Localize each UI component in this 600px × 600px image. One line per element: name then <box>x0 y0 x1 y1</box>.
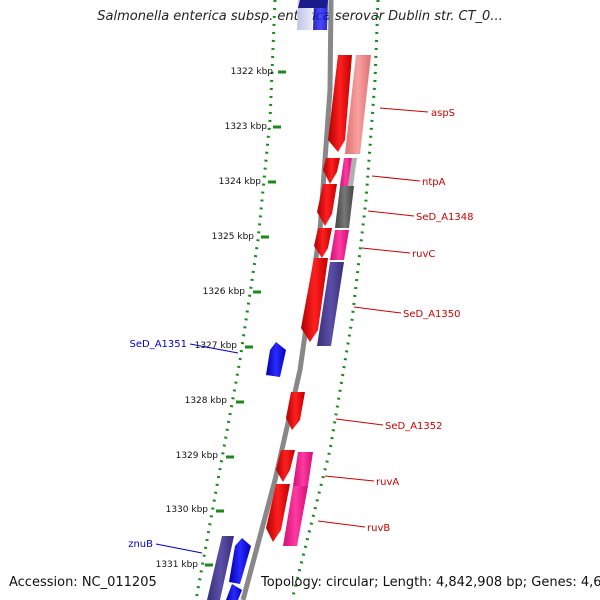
cog-ruvC <box>330 230 349 260</box>
cds-SeD_A1350 <box>301 258 328 342</box>
gene-label-znuB[interactable]: znuB <box>128 539 153 550</box>
cds-SeD_A1348 <box>317 184 337 226</box>
tick-marks <box>205 70 286 567</box>
tick-label: 1327 kbp <box>195 341 238 351</box>
cds-aspS <box>328 55 352 152</box>
cds-SeD_A1352 <box>286 392 305 430</box>
cog-SeD_A1350 <box>317 262 344 346</box>
tick-label: 1323 kbp <box>225 122 268 132</box>
tick-label: 1322 kbp <box>231 67 274 77</box>
cds-znuB-b <box>226 584 242 600</box>
tick-label: 1325 kbp <box>212 232 255 242</box>
accession-label: Accession: NC_011205 <box>9 575 157 590</box>
cds-SeD_A1351 <box>266 342 286 377</box>
cds-ruvC <box>314 228 332 258</box>
cog-ruvB <box>283 486 308 546</box>
cds-ruvA <box>276 450 295 482</box>
gene-label-SeD_A1348[interactable]: SeD_A1348 <box>416 212 474 223</box>
gene-label-ruvB[interactable]: ruvB <box>367 523 390 534</box>
gene-label-aspS[interactable]: aspS <box>431 108 455 119</box>
gene-label-ruvA[interactable]: ruvA <box>376 477 399 488</box>
cog-SeD_A1348 <box>335 186 354 228</box>
leader-znuB <box>155 543 203 554</box>
cog-ntpA-gray <box>348 158 357 186</box>
cds-ntpA <box>323 158 340 184</box>
tick-label: 1331 kbp <box>156 560 199 570</box>
gene-leader-lines <box>317 107 429 528</box>
tick-label: 1330 kbp <box>166 505 209 515</box>
leader-SeD_A1351 <box>189 343 239 354</box>
gene-label-SeD_A1351[interactable]: SeD_A1351 <box>130 339 188 350</box>
gene-label-SeD_A1352[interactable]: SeD_A1352 <box>385 421 443 432</box>
cog-ruvA <box>293 452 313 486</box>
gene-label-ntpA[interactable]: ntpA <box>422 177 446 188</box>
gene-label-ruvC[interactable]: ruvC <box>412 249 435 260</box>
cds-znuB-a <box>229 538 251 584</box>
genome-summary: Topology: circular; Length: 4,842,908 bp… <box>261 575 600 590</box>
tick-label: 1329 kbp <box>176 451 219 461</box>
tick-label: 1326 kbp <box>203 287 246 297</box>
cog-top <box>298 0 328 8</box>
gene-label-SeD_A1350[interactable]: SeD_A1350 <box>403 309 461 320</box>
cog-aspS <box>345 55 371 154</box>
tick-label: 1328 kbp <box>185 396 228 406</box>
inner-dotted-track <box>194 0 277 600</box>
cds-ruvB <box>266 484 290 542</box>
cog-znuB <box>207 536 234 600</box>
tick-label: 1324 kbp <box>219 177 262 187</box>
